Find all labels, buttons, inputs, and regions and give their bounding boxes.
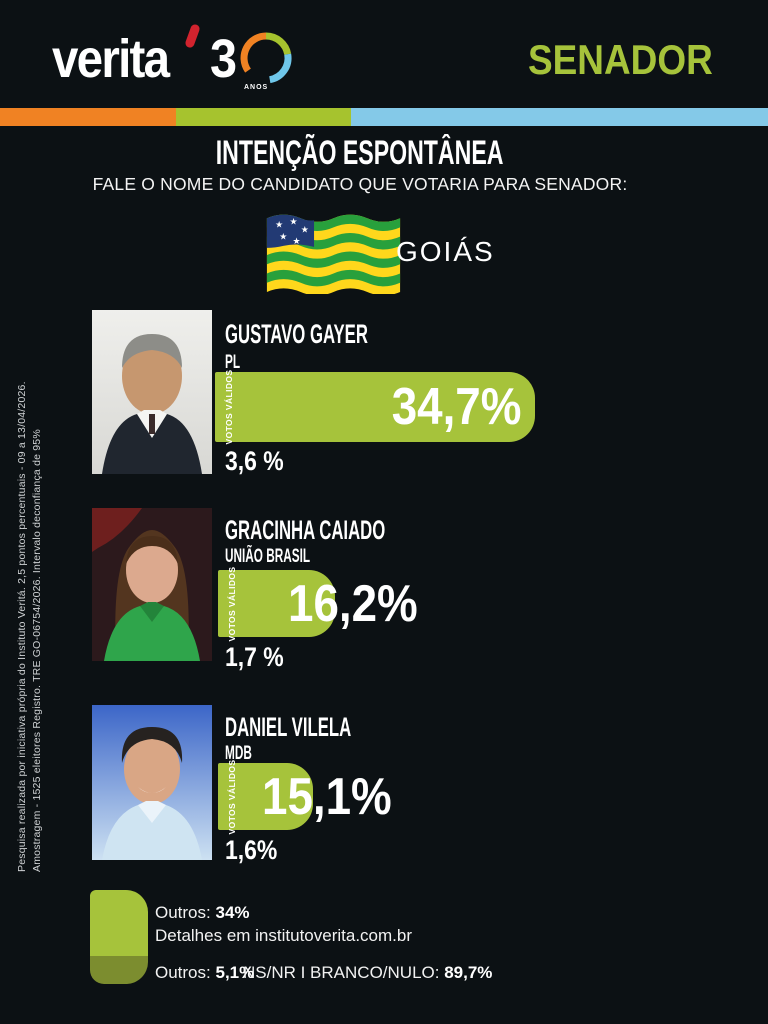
divider-green xyxy=(176,108,351,126)
brand-anos-label: ANOS xyxy=(244,84,269,91)
verita-logo: verita 3 ANOS xyxy=(52,23,292,106)
brand-number-3: 3 xyxy=(210,29,238,89)
spontaneous-value: 1,6% xyxy=(225,835,278,865)
valid-votes-bar: VOTOS VÁLIDOS 34,7% xyxy=(215,369,535,445)
svg-text:★: ★ xyxy=(301,225,309,235)
legend-others-valid: Outros: 34% xyxy=(155,903,250,922)
legend-swatch-spontaneous xyxy=(90,956,148,984)
candidate-name: DANIEL VILELA xyxy=(225,712,352,742)
legend-details-note: Detalhes em institutoverita.com.br xyxy=(155,926,412,945)
candidate-party: UNIÃO BRASIL xyxy=(225,546,311,567)
svg-text:★: ★ xyxy=(293,236,301,246)
valid-votes-value: 34,7% xyxy=(391,378,521,436)
svg-text:★: ★ xyxy=(279,232,287,242)
legend-others-spontaneous: Outros: 5,1% xyxy=(155,963,255,982)
poll-question: FALE O NOME DO CANDIDATO QUE VOTARIA PAR… xyxy=(92,174,628,194)
spontaneous-value: 1,7 % xyxy=(225,642,284,672)
candidate-name: GRACINHA CAIADO xyxy=(225,515,386,545)
valid-votes-value: 16,2% xyxy=(288,574,418,633)
legend-color-swatch xyxy=(90,890,148,984)
photo-daniel-vilela xyxy=(92,705,212,860)
bar-axis-label: VOTOS VÁLIDOS xyxy=(224,369,234,445)
legend-swatch-valid xyxy=(90,890,148,956)
svg-text:★: ★ xyxy=(289,216,297,226)
photo-gustavo-gayer xyxy=(92,310,212,474)
divider-blue xyxy=(351,108,768,126)
candidate-party: PL xyxy=(225,352,241,373)
bar-axis-label: VOTOS VÁLIDOS xyxy=(227,566,237,641)
bar-axis-label: VOTOS VÁLIDOS xyxy=(227,759,237,834)
candidate-party: MDB xyxy=(225,743,252,764)
brand-red-accent-icon xyxy=(184,23,201,49)
goias-flag-icon: ★ ★ ★ ★ ★ xyxy=(266,214,401,294)
valid-votes-bar: VOTOS VÁLIDOS xyxy=(218,566,335,641)
divider-orange xyxy=(0,108,176,126)
methodology-footnote-line1: Pesquisa realizada por iniciativa própri… xyxy=(16,381,28,872)
candidate-name: GUSTAVO GAYER xyxy=(225,319,368,349)
svg-text:★: ★ xyxy=(275,219,283,229)
brand-30-ring-icon xyxy=(240,32,292,84)
methodology-footnote-line2: Amostragem - 1525 eleitores Registro. TR… xyxy=(31,429,43,872)
section-title: INTENÇÃO ESPONTÂNEA xyxy=(216,134,504,172)
brand-wordmark: verita xyxy=(52,29,170,89)
spontaneous-value: 3,6 % xyxy=(225,446,284,476)
page-title: SENADOR xyxy=(528,36,713,83)
legend-nsnr-branco-nulo: NS/NR I BRANCO/NULO: 89,7% xyxy=(243,963,493,982)
photo-gracinha-caiado xyxy=(92,508,212,661)
state-name: GOIÁS xyxy=(396,236,495,267)
valid-votes-bar: VOTOS VÁLIDOS xyxy=(218,759,313,834)
valid-votes-value: 15,1% xyxy=(262,767,392,826)
